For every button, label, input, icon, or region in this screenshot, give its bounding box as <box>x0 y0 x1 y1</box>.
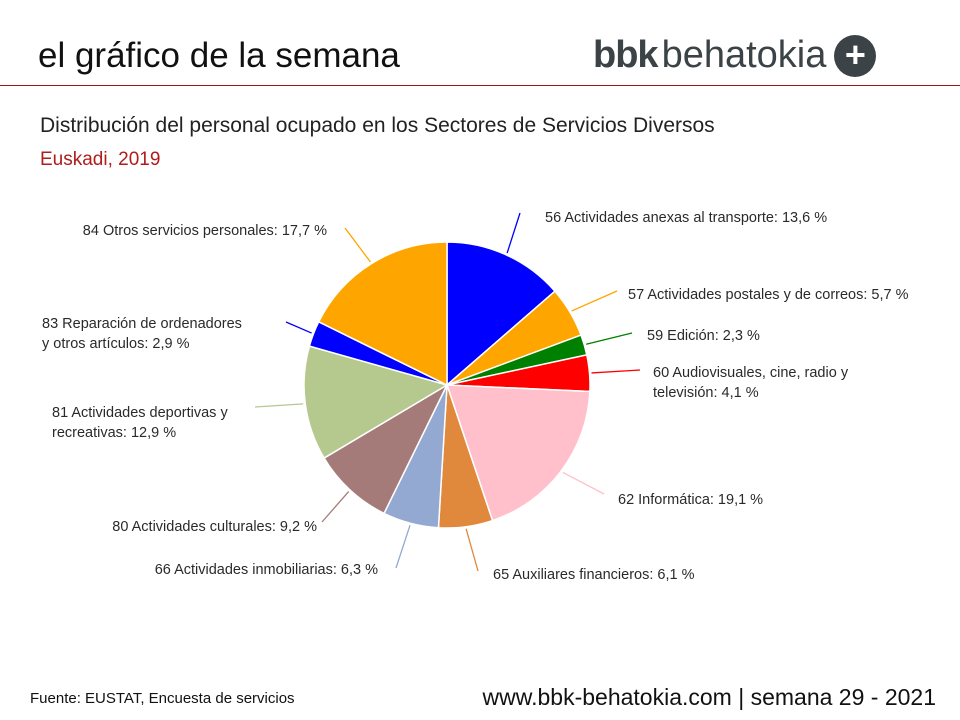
leader-line <box>321 491 350 523</box>
source-note: Fuente: EUSTAT, Encuesta de servicios <box>30 690 295 707</box>
leader-line <box>591 369 641 374</box>
pie-slice <box>445 384 591 522</box>
chart-title: Distribución del personal ocupado en los… <box>40 114 715 137</box>
plus-icon: + <box>834 34 877 77</box>
header-divider <box>0 85 960 86</box>
leader-line <box>571 290 618 312</box>
slice-label-line: 81 Actividades deportivas y <box>52 405 228 421</box>
slice-label: 80 Actividades culturales: 9,2 % <box>112 519 317 535</box>
pie-slice <box>317 241 448 387</box>
leader-line <box>586 332 633 345</box>
logo-bbk: bbk <box>593 34 659 76</box>
pie-slice <box>323 383 449 515</box>
slice-label-line: 60 Audiovisuales, cine, radio y <box>653 365 849 381</box>
slice-label: 56 Actividades anexas al transporte: 13,… <box>545 210 828 226</box>
footer-site: www.bbk-behatokia.com | semana 29 - 2021 <box>482 684 936 710</box>
slice-label: 81 Actividades deportivas y recreativas: … <box>52 403 228 443</box>
leader-line <box>465 528 479 572</box>
chart-subtitle: Euskadi, 2019 <box>40 149 161 170</box>
leader-line <box>562 471 605 495</box>
leader-line <box>285 321 312 334</box>
slice-label: 65 Auxiliares financieros: 6,1 % <box>493 567 695 583</box>
logo-behatokia: behatokia <box>661 34 827 76</box>
slice-label: 66 Actividades inmobiliarias: 6,3 % <box>154 562 378 578</box>
leader-line <box>395 525 411 569</box>
slice-label-line: 83 Reparación de ordenadores <box>42 316 242 332</box>
slice-label: 62 Informática: 19,1 % <box>618 492 764 508</box>
leader-line <box>344 227 371 263</box>
slice-label: 57 Actividades postales y de correos: 5,… <box>628 287 909 303</box>
leader-line <box>254 403 304 408</box>
logo: bbk behatokia + <box>593 34 877 77</box>
slice-label: 84 Otros servicios personales: 17,7 % <box>82 223 327 239</box>
slice-label-line: y otros artículos: 2,9 % <box>42 336 190 352</box>
slice-label-line: recreativas: 12,9 % <box>52 425 177 441</box>
leader-line <box>506 212 521 254</box>
header-title: el gráfico de la semana <box>38 36 400 75</box>
pie-slice <box>446 241 556 387</box>
pie-slice <box>303 345 449 460</box>
slice-label: 59 Edición: 2,3 % <box>647 328 760 344</box>
slice-label: 60 Audiovisuales, cine, radio y televisió… <box>653 363 848 403</box>
slice-label-line: televisión: 4,1 % <box>653 385 759 401</box>
slice-label: 83 Reparación de ordenadores y otros artí… <box>42 314 242 354</box>
